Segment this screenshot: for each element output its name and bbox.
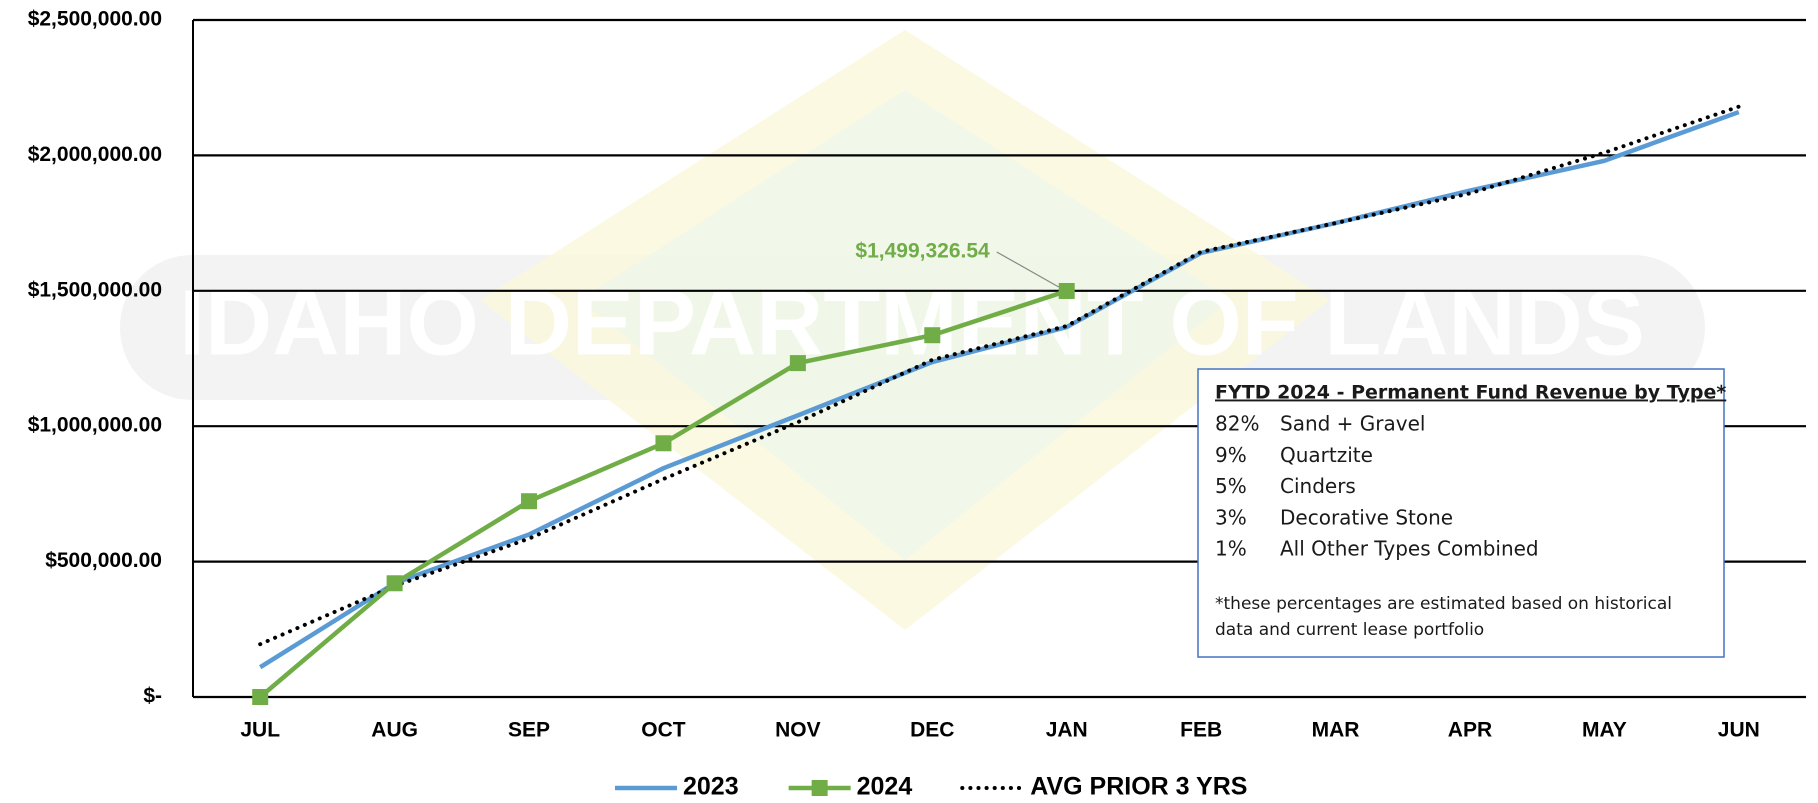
y-tick-label: $500,000.00 (45, 549, 162, 572)
legend-marker (811, 780, 828, 796)
marker (252, 689, 269, 705)
marker (655, 435, 672, 452)
item-percent: 82% (1215, 412, 1259, 436)
text-box-title: FYTD 2024 - Permanent Fund Revenue by Ty… (1215, 382, 1726, 404)
text-box: FYTD 2024 - Permanent Fund Revenue by Ty… (1197, 368, 1726, 658)
item-type: Cinders (1280, 474, 1356, 498)
item-percent: 3% (1215, 505, 1247, 529)
x-tick-label: JUN (1718, 719, 1760, 742)
marker (1058, 282, 1075, 299)
text-box-frame (1197, 368, 1725, 658)
item-type: Quartzite (1280, 443, 1373, 467)
plot: $- $500,000.00 $1,000,000.00 $1,500,000.00 $… (28, 8, 1806, 801)
x-tick-label: NOV (775, 719, 821, 742)
legend-label: 2024 (857, 773, 913, 801)
legend-label: AVG PRIOR 3 YRS (1030, 773, 1247, 801)
leader-line (996, 251, 1060, 288)
item-percent: 9% (1215, 443, 1247, 467)
y-tick-label: $2,500,000.00 (28, 8, 162, 31)
x-tick-label: MAR (1312, 719, 1360, 742)
x-tick-label: DEC (910, 719, 954, 742)
x-tick-label: JUL (240, 719, 280, 742)
x-tick-label: JAN (1046, 719, 1088, 742)
marker (386, 575, 403, 592)
text-box-items: 82% Sand + Gravel 9% Quartzite 5% Cinders 3% De… (1215, 412, 1539, 561)
legend-label: 2023 (683, 773, 739, 801)
y-tick-label: $1,000,000.00 (28, 414, 162, 437)
series-line (258, 104, 1741, 647)
data-label: $1,499,326.54 (855, 240, 990, 263)
item-percent: 1% (1215, 537, 1247, 561)
marker (789, 355, 806, 372)
x-tick-label: AUG (371, 719, 418, 742)
x-tick-label: FEB (1180, 719, 1222, 742)
item-percent: 5% (1215, 474, 1247, 498)
item-type: Sand + Gravel (1280, 412, 1425, 436)
watermark-text: IDAHO DEPARTMENT OF LANDS (179, 271, 1645, 375)
y-tick-label: $1,500,000.00 (28, 278, 162, 301)
x-tick-label: APR (1448, 719, 1492, 742)
y-tick-label: $- (143, 685, 162, 708)
item-type: Decorative Stone (1280, 505, 1453, 529)
x-tick-label: MAY (1582, 719, 1627, 742)
footnote: *these percentages are estimated based o… (1215, 594, 1672, 614)
footnote: data and current lease portfolio (1215, 620, 1484, 640)
x-tick-label: OCT (641, 719, 686, 742)
marker (924, 327, 941, 344)
y-tick-label: $2,000,000.00 (28, 143, 162, 166)
marker (521, 493, 538, 510)
item-type: All Other Types Combined (1280, 537, 1539, 561)
x-tick-label: SEP (508, 719, 550, 742)
